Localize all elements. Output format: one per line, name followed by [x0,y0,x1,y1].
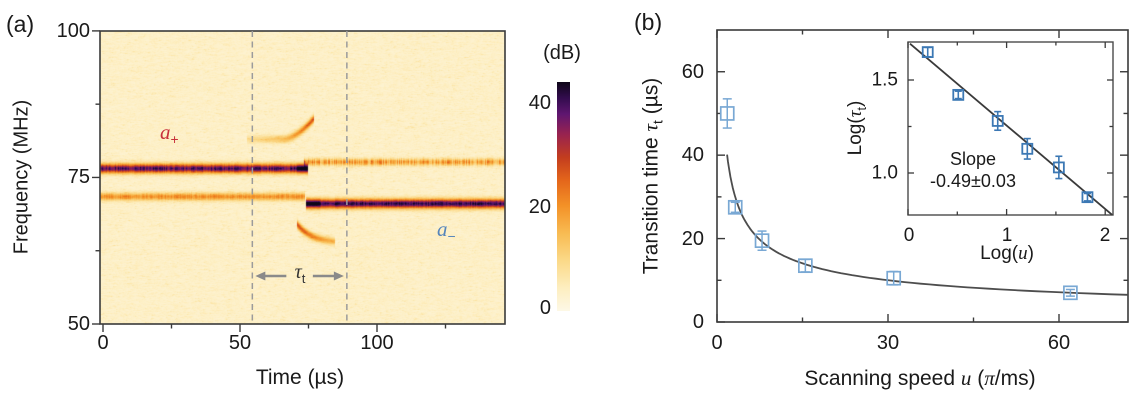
panel-b-ytick-20: 20 [681,228,704,250]
panel-b-ylabel-tau: τ [638,123,663,132]
panel-a-xtick-100: 100 [360,332,394,354]
inset-slope-annotation: Slope -0.49±0.03 [912,148,1034,192]
colorbar-tick-40: 40 [528,92,551,114]
inset-xlabel-pre: Log( [980,243,1019,264]
panel-b-ytick-0: 0 [692,311,704,333]
panel-b-ytick-40: 40 [681,144,704,166]
mode-a-plus-label: a+ [160,120,179,147]
panel-b-xtick-60: 60 [1047,332,1071,354]
panel-a-xtick-0: 0 [97,332,109,354]
panel-b-xlabel-u: u [960,366,972,390]
inset-ylabel-pre: Log( [845,117,867,156]
tau-symbol: τ [294,261,302,283]
colorbar-tick-0: 0 [539,297,551,319]
panel-b-ylabel-post: (µs) [639,77,663,121]
colorbar-tick-20: 20 [528,196,551,218]
inset-ytick-15: 1.5 [871,69,898,91]
inset-ylabel-post: ) [845,100,867,107]
inset-ylabel-tau: τ [845,110,867,118]
colorbar-gradient [557,82,570,311]
inset-xtick-2: 2 [1099,225,1111,246]
panel-b-ytick-60: 60 [681,61,704,83]
tau-t-annotation: τt [283,261,317,286]
colorbar-title: (dB) [543,42,581,64]
panel-b-xlabel-post: /ms) [994,367,1036,390]
inset-xtick-1: 1 [1001,225,1013,246]
mode-a-minus-symbol: a [437,217,448,241]
inset-xlabel: Log(u) [947,243,1067,265]
inset-slope-line2: -0.49±0.03 [930,171,1016,191]
panel-a-xtick-50: 50 [228,332,252,354]
panel-b-tag: (b) [634,9,663,35]
inset-xtick-0: 0 [903,225,915,246]
mode-a-minus-label: a− [437,217,456,244]
panel-a-tag: (a) [6,11,35,37]
inset-ylabel-sub: t [854,107,869,111]
panel-a-ytick-100: 100 [56,20,90,42]
inset-ylabel: Log(τt) [845,101,869,156]
mode-a-minus-sign: − [447,228,456,245]
panel-b-xlabel: Scanning speed u (π/ms) [770,366,1070,391]
panel-b-xlabel-mid: ( [971,367,985,390]
panel-a-ytick-75: 75 [67,166,90,188]
panel-b-ylabel-pre: Transition time [639,131,663,275]
mode-a-plus-sign: + [170,131,179,148]
panel-a-ylabel: Frequency (MHz) [10,99,33,255]
panel-a-xlabel: Time (µs) [255,366,345,389]
inset-slope-line1: Slope [949,149,997,169]
panel-b-ylabel-sub: t [649,120,666,124]
panel-b-xtick-30: 30 [876,332,900,354]
inset-xlabel-u: u [1018,243,1028,264]
tau-sub: t [301,271,306,286]
inset-ytick-10: 1.0 [871,162,898,184]
inset-xlabel-post: ) [1027,243,1034,264]
mode-a-plus-symbol: a [160,120,171,144]
panel-b-xtick-0: 0 [711,332,723,354]
panel-b-xlabel-pi: π [984,366,995,390]
panel-b-xlabel-pre: Scanning speed [804,367,961,390]
panel-a-ytick-50: 50 [67,313,90,335]
